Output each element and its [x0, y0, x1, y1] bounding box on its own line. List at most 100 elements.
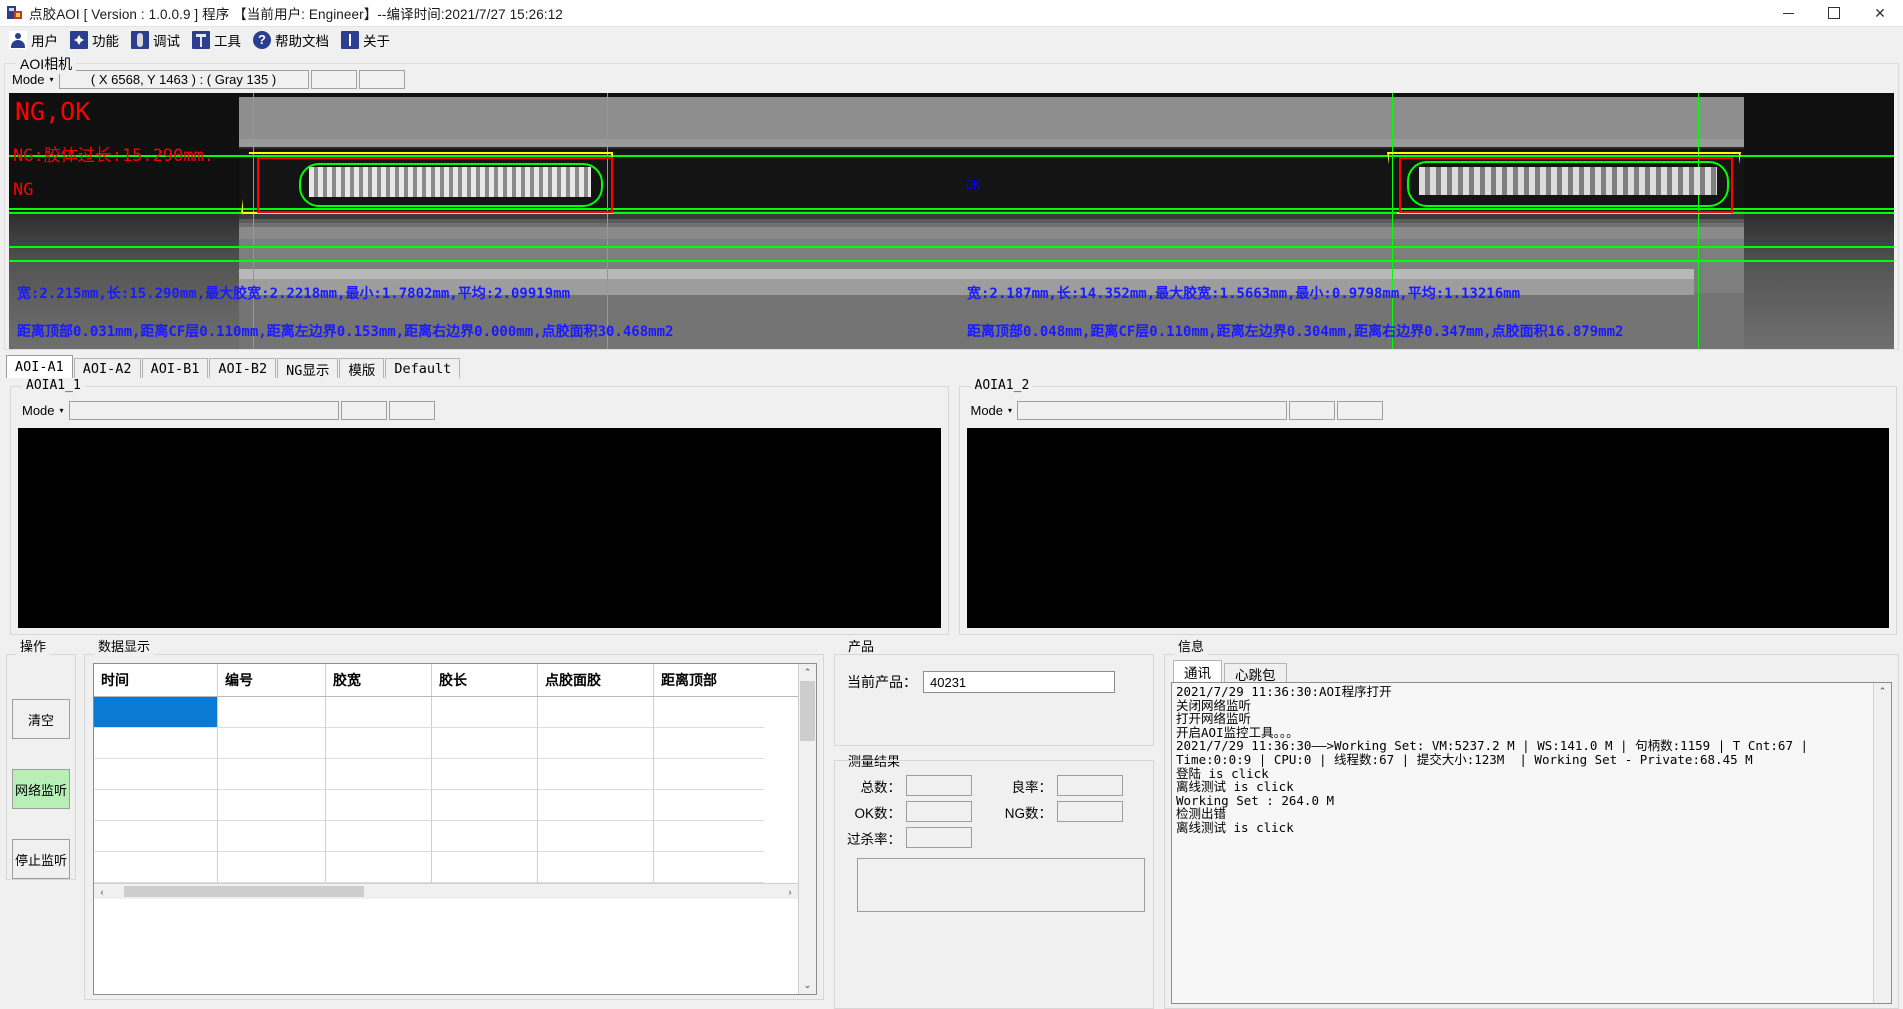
info-box: 通讯 心跳包 2021/7/29 11:36:30:AOI程序打开 关闭网络监听…	[1164, 654, 1899, 1009]
camera-image-view[interactable]: NG,OK NG:胶体过长:15.290mm. NG OK 宽:2.215mm,…	[9, 93, 1894, 349]
menu-item-help[interactable]: ? 帮助文档	[250, 28, 338, 52]
aoi-pane-1-mode-dropdown[interactable]: Mode ▾	[18, 401, 67, 420]
measure-total-value[interactable]	[906, 775, 972, 796]
menu-item-user[interactable]: 用户	[6, 28, 67, 52]
cell-time	[94, 728, 218, 759]
glue-contour-left	[299, 163, 603, 207]
tab-template[interactable]: 模版	[339, 358, 385, 379]
roi-vline-1	[253, 93, 254, 349]
scroll-right-icon[interactable]: ›	[788, 886, 792, 897]
data-display-caption: 数据显示	[94, 636, 155, 655]
aoi-pane-2-image[interactable]	[966, 428, 1889, 628]
table-row[interactable]	[94, 728, 798, 759]
hscroll-thumb[interactable]	[124, 886, 364, 897]
cell-distance-top	[654, 852, 764, 883]
menu-label-help: 帮助文档	[275, 34, 329, 49]
menu-label-about: 关于	[363, 34, 390, 49]
close-button[interactable]: ✕	[1874, 5, 1886, 21]
aoi-pane-1-field-3[interactable]	[388, 400, 435, 420]
cell-glue-length	[432, 852, 538, 883]
tab-aoi-a2[interactable]: AOI-A2	[73, 358, 141, 378]
info-tab-strip: 通讯 心跳包	[1171, 660, 1892, 683]
cell-glue-width	[326, 759, 432, 790]
column-header-glue-area[interactable]: 点胶面胶	[538, 664, 654, 696]
table-horizontal-scrollbar[interactable]: ‹ ›	[94, 883, 798, 899]
column-header-distance-top[interactable]: 距离顶部	[661, 672, 717, 688]
menu-item-debug[interactable]: 调试	[128, 28, 189, 52]
scroll-down-icon[interactable]: ⌄	[803, 980, 812, 990]
data-display-box: 时间 编号 胶宽 胶长 点胶面胶 距离顶部	[84, 654, 824, 1000]
aoi-pane-1-mode-bar: Mode ▾	[15, 395, 944, 424]
column-header-number[interactable]: 编号	[218, 664, 326, 696]
cell-number	[218, 728, 326, 759]
aoi-pane-2-field-3[interactable]	[1337, 400, 1384, 420]
cell-distance-top	[654, 697, 764, 728]
measure-overkill-value[interactable]	[906, 827, 972, 848]
aoi-pane-2-field-2[interactable]	[1289, 400, 1336, 420]
measure-summary-box[interactable]	[857, 858, 1145, 912]
camera-field-3[interactable]	[358, 69, 405, 89]
table-vertical-scrollbar[interactable]: ⌃ ⌄	[798, 664, 816, 994]
camera-mode-dropdown[interactable]: Mode ▾	[8, 70, 57, 89]
tab-default[interactable]: Default	[385, 358, 461, 378]
detect-box-red-left	[257, 157, 613, 213]
menu-item-about[interactable]: 关于	[338, 28, 399, 52]
menu-bar: 用户 功能 调试 工具 ? 帮助文档 关于	[0, 27, 1903, 53]
cell-glue-area	[538, 759, 654, 790]
menu-item-tool[interactable]: 工具	[189, 28, 250, 52]
table-row[interactable]	[94, 759, 798, 790]
table-row[interactable]	[94, 821, 798, 852]
aoi-pane-2-field-1[interactable]	[1017, 400, 1288, 420]
camera-mode-label: Mode	[12, 71, 45, 87]
current-product-input[interactable]: 40231	[923, 671, 1115, 693]
stop-listen-button[interactable]: 停止监听	[12, 839, 70, 879]
aoi-pane-1-image[interactable]	[18, 428, 941, 628]
measure-left-column: 总数： OK数： 过杀率：	[843, 775, 972, 848]
table-row[interactable]	[94, 790, 798, 821]
camera-mode-bar: Mode ▾ ( X 6568, Y 1463 ) : ( Gray 135 )	[5, 64, 1898, 93]
vscroll-thumb[interactable]	[800, 681, 815, 741]
table-row[interactable]	[94, 697, 798, 728]
cell-glue-area	[538, 790, 654, 821]
image-base-right	[1744, 211, 1894, 349]
measure-ok-value[interactable]	[906, 801, 972, 822]
info-log-scrollbar[interactable]: ⌃	[1873, 683, 1891, 1003]
column-header-glue-width[interactable]: 胶宽	[326, 664, 432, 696]
maximize-button[interactable]	[1811, 0, 1857, 26]
image-band-top	[9, 93, 1894, 97]
cell-number	[218, 821, 326, 852]
tab-aoi-b2[interactable]: AOI-B2	[209, 358, 277, 378]
cell-glue-length	[432, 790, 538, 821]
table-row[interactable]	[94, 852, 798, 883]
measure-ng-value[interactable]	[1057, 801, 1123, 822]
image-base-left	[9, 211, 239, 349]
aoi-pane-2-caption: AOIA1_2	[970, 378, 1034, 393]
aoi-pane-1-field-2[interactable]	[340, 400, 387, 420]
network-listen-button[interactable]: 网络监听	[12, 769, 70, 809]
scroll-up-icon[interactable]: ⌃	[803, 667, 812, 677]
product-caption: 产品	[844, 636, 879, 655]
aoi-pane-2-mode-dropdown[interactable]: Mode ▾	[967, 401, 1016, 420]
clear-button[interactable]: 清空	[12, 699, 70, 739]
cell-number	[218, 697, 326, 728]
aoi-pane-1-mode-label: Mode	[22, 402, 55, 418]
current-product-label: 当前产品：	[847, 674, 917, 690]
tab-aoi-a1[interactable]: AOI-A1	[6, 355, 73, 378]
image-corner-left	[9, 93, 239, 213]
scroll-up-icon[interactable]: ⌃	[1878, 686, 1887, 696]
scroll-left-icon[interactable]: ‹	[100, 886, 104, 897]
tab-ng-display[interactable]: NG显示	[277, 358, 339, 379]
data-table-wrapper: 时间 编号 胶宽 胶长 点胶面胶 距离顶部	[93, 663, 817, 995]
menu-item-function[interactable]: 功能	[67, 28, 128, 52]
tab-aoi-b1[interactable]: AOI-B1	[141, 358, 209, 378]
aoi-pane-1-field-1[interactable]	[68, 400, 339, 420]
glue-body-right	[1419, 167, 1717, 195]
image-corner-right	[1744, 93, 1894, 213]
camera-field-2[interactable]	[310, 69, 357, 89]
measure-yield-value[interactable]	[1057, 775, 1123, 796]
minimize-button[interactable]	[1765, 0, 1811, 26]
tab-communication[interactable]: 通讯	[1173, 660, 1222, 683]
tab-heartbeat[interactable]: 心跳包	[1224, 663, 1287, 683]
column-header-glue-length[interactable]: 胶长	[432, 664, 538, 696]
column-header-time[interactable]: 时间	[94, 664, 218, 696]
